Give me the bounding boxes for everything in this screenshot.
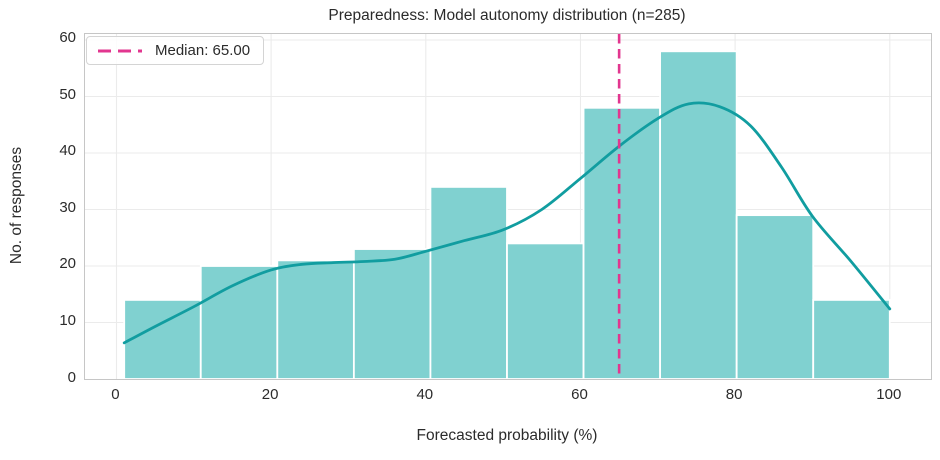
y-tick-label: 20 <box>59 255 76 273</box>
x-tick-label: 80 <box>725 386 743 403</box>
histogram-bar <box>199 265 279 379</box>
histogram-bar <box>123 298 202 379</box>
x-tick-label: 100 <box>876 386 902 403</box>
x-tick-label: 20 <box>261 386 279 403</box>
histogram-bar <box>429 185 508 379</box>
histogram-bar <box>506 242 585 379</box>
legend: Median: 65.00 <box>86 36 265 65</box>
y-tick-label: 30 <box>59 198 76 216</box>
y-tick-label: 10 <box>59 311 76 329</box>
histogram-bar <box>735 214 815 379</box>
y-tick-label: 40 <box>59 142 76 160</box>
x-axis-label: Forecasted probability (%) <box>416 427 598 444</box>
x-tick-label: 60 <box>571 386 588 403</box>
median-dash-swatch-icon <box>98 49 142 52</box>
x-tick-label: 40 <box>416 386 434 403</box>
histogram-bar <box>352 248 432 379</box>
y-tick-label: 0 <box>67 368 76 386</box>
legend-label: Median: 65.00 <box>155 42 251 59</box>
y-tick-label: 60 <box>59 29 76 47</box>
y-tick-label: 50 <box>59 85 76 103</box>
x-tick-label: 0 <box>111 386 120 403</box>
plot-canvas <box>85 34 931 379</box>
histogram-bar <box>812 298 891 379</box>
kde-curve <box>122 101 892 345</box>
histogram-bar <box>659 50 738 379</box>
histogram-bar <box>582 106 662 379</box>
chart-title: Preparedness: Model autonomy distributio… <box>328 7 686 24</box>
plot-area: Median: 65.00 <box>84 33 932 380</box>
histogram-bar <box>276 259 355 379</box>
